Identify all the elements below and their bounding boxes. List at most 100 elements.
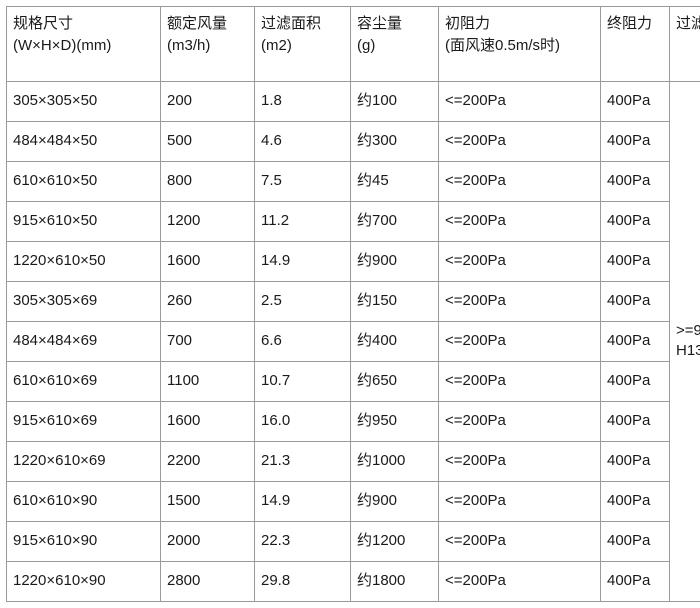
header-cell-initial-resistance: 初阻力 (面风速0.5m/s时): [438, 6, 601, 82]
cell-dust: 约900: [350, 480, 439, 522]
cell-flow: 1600: [160, 240, 255, 282]
cell-size: 915×610×50: [6, 200, 161, 242]
cell-initial-resistance: <=200Pa: [438, 480, 601, 522]
cell-initial-resistance: <=200Pa: [438, 160, 601, 202]
table-row: 1220×610×90 2800 29.8 约1800 <=200Pa 400P…: [6, 560, 700, 603]
header-cell-size: 规格尺寸 (W×H×D)(mm): [6, 6, 161, 82]
cell-size: 484×484×69: [6, 320, 161, 362]
header-cell-flow: 额定风量 (m3/h): [160, 6, 255, 82]
cell-final-resistance: 400Pa: [600, 400, 670, 442]
efficiency-value: >=99.99%: [676, 322, 700, 340]
header-area-line1: 过滤面积: [261, 15, 322, 32]
cell-size: 915×610×90: [6, 520, 161, 562]
cell-flow: 260: [160, 280, 255, 322]
cell-initial-resistance: <=200Pa: [438, 320, 601, 362]
cell-area: 22.3: [254, 520, 351, 562]
table-row: 610×610×90 1500 14.9 约900 <=200Pa 400Pa: [6, 480, 700, 522]
table-row: 305×305×50 200 1.8 约100 <=200Pa 400Pa >=…: [6, 80, 700, 603]
cell-efficiency-merged: >=99.99% H13-H14: [669, 80, 700, 603]
header-initres-line1: 初阻力: [445, 15, 491, 32]
cell-area: 7.5: [254, 160, 351, 202]
table-row: 484×484×50 500 4.6 约300 <=200Pa 400Pa: [6, 120, 700, 162]
cell-dust: 约650: [350, 360, 439, 402]
cell-final-resistance: 400Pa: [600, 280, 670, 322]
header-dust-line2: (g): [357, 36, 376, 54]
cell-flow: 800: [160, 160, 255, 202]
cell-size: 305×305×69: [6, 280, 161, 322]
cell-initial-resistance: <=200Pa: [438, 240, 601, 282]
cell-dust: 约950: [350, 400, 439, 442]
header-dust-line1: 容尘量: [357, 15, 403, 32]
cell-dust: 约100: [350, 80, 439, 122]
table-row: 915×610×69 1600 16.0 约950 <=200Pa 400Pa: [6, 400, 700, 442]
cell-dust: 约900: [350, 240, 439, 282]
cell-area: 14.9: [254, 480, 351, 522]
cell-dust: 约1200: [350, 520, 439, 562]
filter-specification-table: 规格尺寸 (W×H×D)(mm) 额定风量 (m3/h) 过滤面积 (m2) 容…: [6, 6, 700, 603]
cell-final-resistance: 400Pa: [600, 560, 670, 603]
cell-initial-resistance: <=200Pa: [438, 200, 601, 242]
header-initres-line2: (面风速0.5m/s时): [445, 36, 561, 54]
header-size-line1: 规格尺寸: [13, 15, 74, 32]
table-row: 610×610×50 800 7.5 约45 <=200Pa 400Pa: [6, 160, 700, 202]
table-row: 305×305×69 260 2.5 约150 <=200Pa 400Pa: [6, 280, 700, 322]
cell-flow: 2200: [160, 440, 255, 482]
table-body: 规格尺寸 (W×H×D)(mm) 额定风量 (m3/h) 过滤面积 (m2) 容…: [6, 6, 700, 603]
table-header-row: 规格尺寸 (W×H×D)(mm) 额定风量 (m3/h) 过滤面积 (m2) 容…: [6, 6, 700, 82]
cell-area: 10.7: [254, 360, 351, 402]
header-flow-line2: (m3/h): [167, 36, 211, 54]
cell-flow: 700: [160, 320, 255, 362]
cell-size: 305×305×50: [6, 80, 161, 122]
cell-size: 915×610×69: [6, 400, 161, 442]
cell-size: 1220×610×90: [6, 560, 161, 603]
cell-final-resistance: 400Pa: [600, 360, 670, 402]
cell-area: 14.9: [254, 240, 351, 282]
cell-flow: 1600: [160, 400, 255, 442]
cell-initial-resistance: <=200Pa: [438, 280, 601, 322]
cell-size: 484×484×50: [6, 120, 161, 162]
table-row: 1220×610×50 1600 14.9 约900 <=200Pa 400Pa: [6, 240, 700, 282]
cell-final-resistance: 400Pa: [600, 120, 670, 162]
cell-dust: 约1000: [350, 440, 439, 482]
cell-initial-resistance: <=200Pa: [438, 80, 601, 122]
table-row: 610×610×69 1100 10.7 约650 <=200Pa 400Pa: [6, 360, 700, 402]
header-cell-final-resistance: 终阻力: [600, 6, 670, 82]
cell-flow: 1100: [160, 360, 255, 402]
cell-final-resistance: 400Pa: [600, 240, 670, 282]
table-row: 915×610×90 2000 22.3 约1200 <=200Pa 400Pa: [6, 520, 700, 562]
header-eff-line1: 过滤效率: [676, 15, 700, 32]
cell-area: 6.6: [254, 320, 351, 362]
cell-final-resistance: 400Pa: [600, 320, 670, 362]
cell-initial-resistance: <=200Pa: [438, 560, 601, 603]
cell-initial-resistance: <=200Pa: [438, 120, 601, 162]
cell-dust: 约700: [350, 200, 439, 242]
cell-size: 610×610×69: [6, 360, 161, 402]
header-area-line2: (m2): [261, 36, 292, 54]
cell-size: 610×610×50: [6, 160, 161, 202]
cell-initial-resistance: <=200Pa: [438, 520, 601, 562]
header-cell-area: 过滤面积 (m2): [254, 6, 351, 82]
header-finres-line1: 终阻力: [607, 15, 653, 32]
cell-size: 610×610×90: [6, 480, 161, 522]
cell-final-resistance: 400Pa: [600, 520, 670, 562]
header-size-line2: (W×H×D)(mm): [13, 36, 112, 54]
cell-area: 11.2: [254, 200, 351, 242]
cell-final-resistance: 400Pa: [600, 160, 670, 202]
cell-final-resistance: 400Pa: [600, 480, 670, 522]
cell-area: 4.6: [254, 120, 351, 162]
cell-flow: 2000: [160, 520, 255, 562]
table-row: 484×484×69 700 6.6 约400 <=200Pa 400Pa: [6, 320, 700, 362]
cell-size: 1220×610×69: [6, 440, 161, 482]
cell-area: 21.3: [254, 440, 351, 482]
cell-initial-resistance: <=200Pa: [438, 440, 601, 482]
cell-area: 1.8: [254, 80, 351, 122]
cell-flow: 500: [160, 120, 255, 162]
cell-area: 16.0: [254, 400, 351, 442]
cell-flow: 2800: [160, 560, 255, 603]
cell-dust: 约45: [350, 160, 439, 202]
header-flow-line1: 额定风量: [167, 15, 228, 32]
efficiency-grade: H13-H14: [676, 342, 700, 360]
cell-area: 2.5: [254, 280, 351, 322]
cell-final-resistance: 400Pa: [600, 200, 670, 242]
